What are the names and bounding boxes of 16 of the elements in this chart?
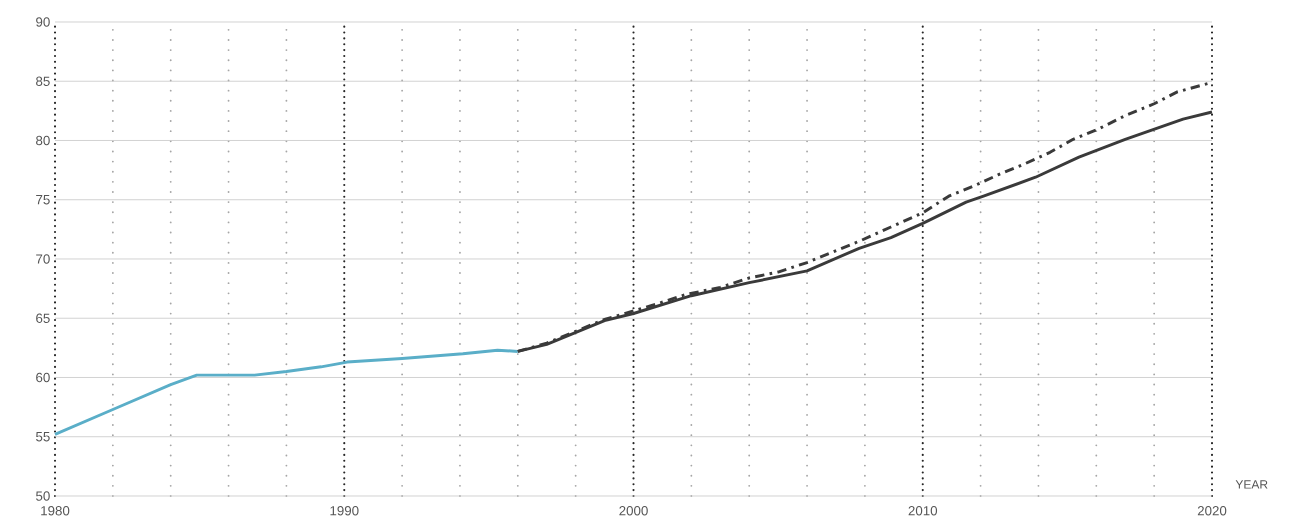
x-tick-label: 2010: [908, 506, 938, 516]
y-tick-label: 75: [36, 195, 50, 205]
x-tick-label: 1980: [41, 506, 70, 516]
x-tick-label: 2020: [1197, 506, 1227, 516]
y-tick-label: 55: [36, 432, 50, 442]
y-tick-label: 90: [36, 17, 50, 27]
y-tick-label: 60: [36, 372, 50, 383]
x-axis-title: YEAR: [1235, 480, 1268, 489]
x-tick-label: 1990: [330, 506, 359, 516]
x-tick-label: 2000: [619, 506, 648, 516]
y-tick-label: 85: [36, 76, 50, 86]
line-series: [53, 348, 520, 436]
y-tick-label: 70: [36, 254, 50, 264]
y-tick-label: 50: [36, 491, 50, 501]
y-tick-label: 65: [36, 313, 50, 323]
y-tick-label: 80: [36, 135, 50, 146]
